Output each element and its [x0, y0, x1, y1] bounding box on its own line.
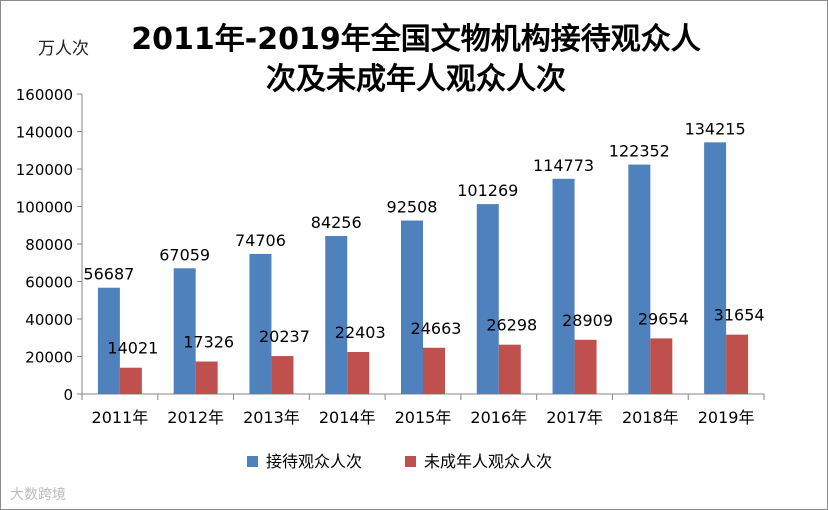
y-tick-label: 60000: [25, 274, 73, 292]
watermark-text: 大数跨境: [10, 487, 66, 503]
y-tick-label: 0: [63, 386, 73, 404]
data-label-visitors: 134215: [685, 119, 746, 138]
bar-minors: [574, 339, 597, 394]
y-tick-label: 20000: [25, 349, 73, 367]
data-label-minors: 24663: [411, 319, 462, 338]
chart-title: 2011年-2019年全国文物机构接待观众人 次及未成年人观众人次: [96, 20, 736, 100]
x-tick-label: 2016年: [470, 408, 527, 427]
data-label-visitors: 67059: [159, 245, 210, 264]
x-tick-label: 2013年: [243, 408, 300, 427]
data-label-visitors: 122352: [609, 142, 670, 161]
data-label-visitors: 101269: [457, 181, 518, 200]
data-label-visitors: 84256: [311, 213, 362, 232]
chart-title-line2: 次及未成年人观众人次: [266, 62, 566, 97]
data-label-minors: 31654: [714, 306, 765, 325]
data-label-minors: 14021: [107, 339, 158, 358]
legend-swatch-minors: [405, 456, 416, 467]
data-label-visitors: 114773: [533, 156, 594, 175]
bar-minors: [347, 351, 370, 394]
y-tick-label: 40000: [25, 311, 73, 329]
y-tick-label: 160000: [16, 86, 73, 104]
x-tick-label: 2014年: [319, 408, 376, 427]
unit-label: 万人次: [38, 39, 89, 59]
bar-visitors: [476, 204, 499, 394]
data-label-minors: 20237: [259, 327, 310, 346]
data-label-minors: 17326: [183, 333, 234, 352]
x-tick-label: 2018年: [622, 408, 679, 427]
bar-visitors: [628, 164, 651, 394]
data-label-minors: 26298: [486, 316, 537, 335]
bar-minors: [119, 367, 142, 394]
data-label-minors: 29654: [638, 309, 689, 328]
bar-minors: [726, 334, 749, 394]
x-tick-label: 2015年: [395, 408, 452, 427]
x-tick-label: 2011年: [92, 408, 149, 427]
data-label-visitors: 92508: [387, 198, 438, 217]
bar-minors: [498, 344, 521, 394]
bar-visitors: [401, 220, 423, 394]
bar-minors: [423, 347, 445, 394]
bar-visitors: [97, 287, 120, 394]
x-tick-label: 2017年: [546, 408, 603, 427]
x-tick-label: 2012年: [167, 408, 224, 427]
chart-title-line1: 2011年-2019年全国文物机构接待观众人: [131, 22, 701, 57]
y-tick-label: 120000: [16, 161, 73, 179]
legend-label-visitors: 接待观众人次: [266, 452, 362, 471]
bar-minors: [650, 338, 673, 394]
legend-swatch-visitors: [247, 456, 258, 467]
data-label-visitors: 74706: [235, 231, 286, 250]
data-label-minors: 28909: [562, 311, 613, 330]
y-tick-label: 100000: [16, 199, 73, 217]
x-tick-label: 2019年: [698, 408, 755, 427]
bar-minors: [195, 361, 218, 394]
bar-visitors: [249, 253, 272, 394]
data-label-visitors: 56687: [83, 265, 134, 284]
bar-minors: [271, 356, 294, 394]
y-tick-label: 140000: [16, 124, 73, 142]
y-tick-label: 80000: [25, 236, 73, 254]
bar-visitors: [552, 178, 575, 394]
data-label-minors: 22403: [335, 323, 386, 342]
legend-label-minors: 未成年人观众人次: [424, 452, 552, 471]
bar-visitors: [173, 268, 196, 394]
bar-visitors: [704, 142, 727, 394]
bar-visitors: [325, 236, 348, 394]
